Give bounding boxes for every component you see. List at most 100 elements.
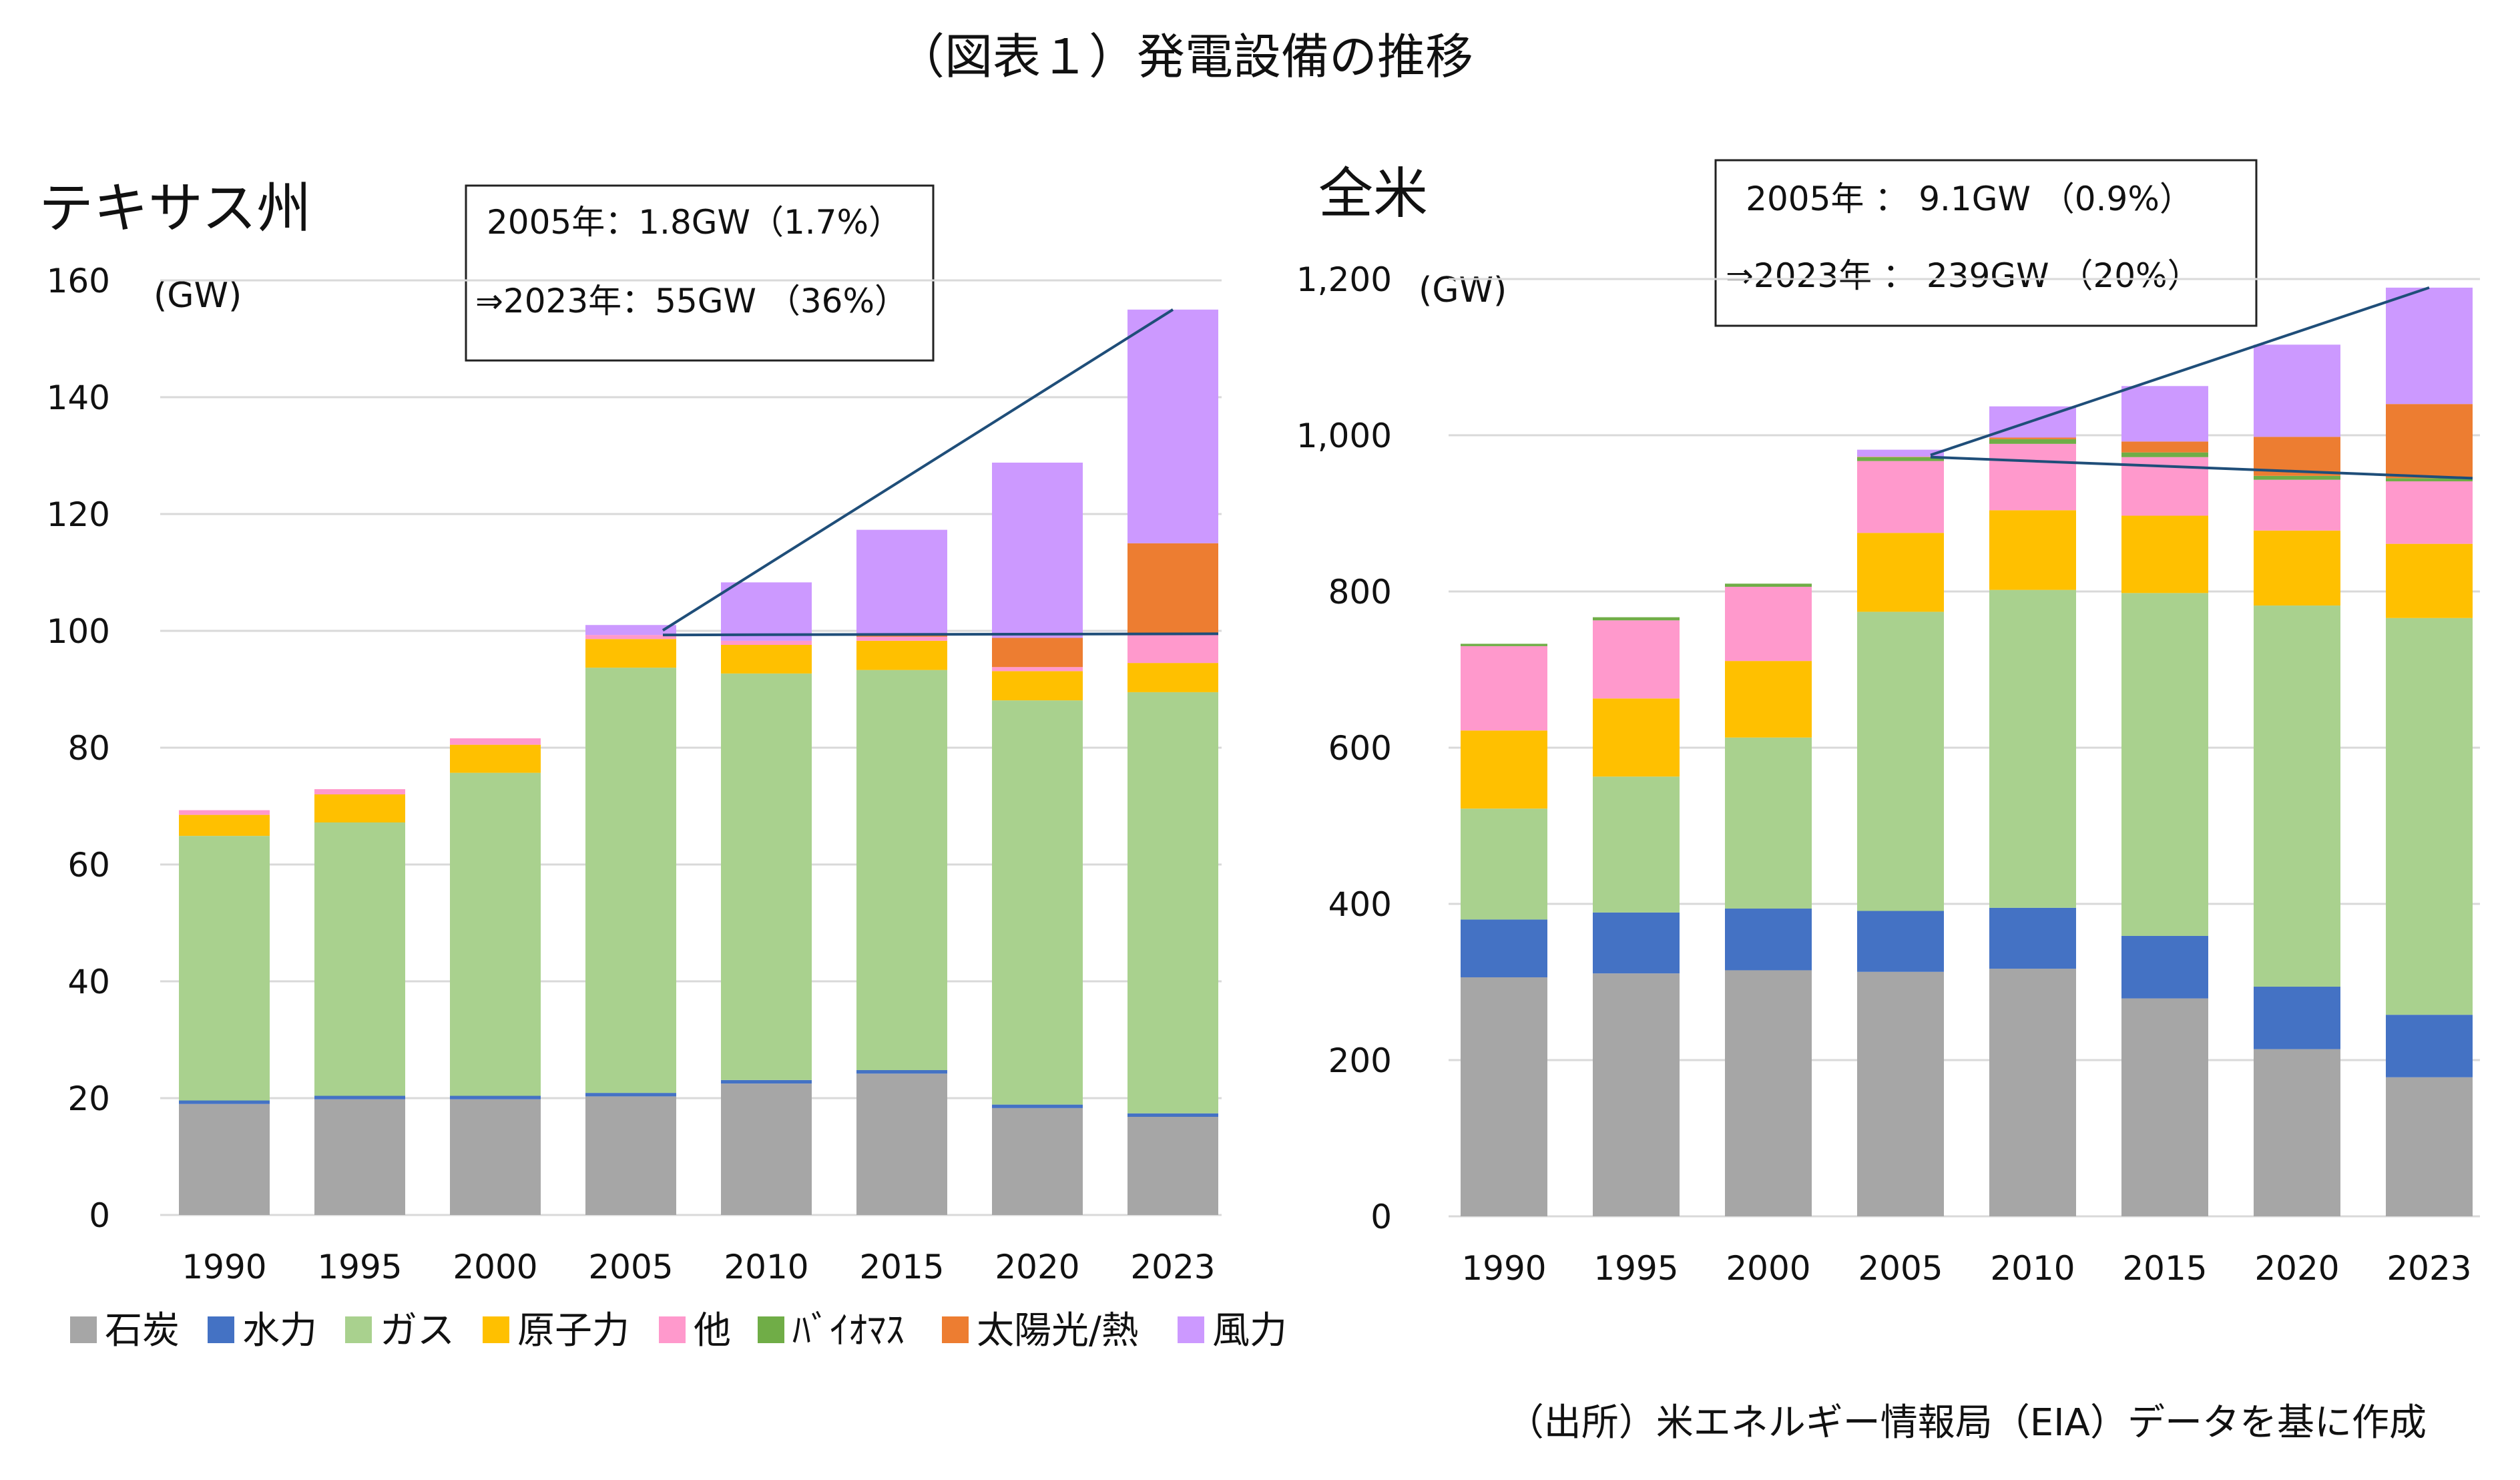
texas-bar-segment xyxy=(1127,663,1218,692)
texas-bar-segment xyxy=(1127,309,1218,543)
us-y-tick-label: 1,200 xyxy=(1296,260,1392,299)
us-bar-segment xyxy=(2254,475,2340,480)
texas-y-tick-label: 160 xyxy=(47,262,110,300)
legend-label: 水力 xyxy=(242,1309,317,1352)
legend-swatch xyxy=(483,1316,509,1343)
texas-bar-segment xyxy=(585,639,676,668)
legend-swatch xyxy=(659,1316,686,1343)
legend-label: 原子力 xyxy=(517,1309,629,1352)
us-bar-segment xyxy=(1857,911,1944,972)
us-x-tick-label: 2020 xyxy=(2254,1249,2339,1288)
us-bar-segment xyxy=(2254,1049,2340,1216)
texas-y-tick-label: 100 xyxy=(47,612,110,651)
us-x-tick-label: 1990 xyxy=(1461,1249,1546,1288)
texas-bar-segment xyxy=(721,1083,812,1215)
us-bar-segment xyxy=(1857,533,1944,612)
us-annotation-line-2: ⇒2023年 ： 239GW （20%） xyxy=(1726,256,2201,295)
us-bar-segment xyxy=(2254,344,2340,437)
us-bar-segment xyxy=(2386,543,2473,618)
chart-us: 全米 (GW) 2005年 ： 9.1GW （0.9%） ⇒2023年 ： 23… xyxy=(1296,159,2480,1288)
us-bar-segment xyxy=(1461,977,1547,1216)
texas-bar-segment xyxy=(179,1103,270,1215)
texas-x-tick-label: 2000 xyxy=(453,1248,537,1286)
legend-label: ガス xyxy=(380,1309,455,1352)
us-bar-segment xyxy=(1989,439,2076,444)
legend-label: ﾊﾞｲｵﾏｽ xyxy=(792,1309,905,1352)
legend-swatch xyxy=(942,1316,969,1343)
texas-bar-segment xyxy=(856,670,947,1070)
texas-trend-line-upper xyxy=(662,308,1174,632)
us-bar-segment xyxy=(2254,605,2340,987)
texas-y-tick-label: 80 xyxy=(67,729,110,768)
us-x-tick-label: 1995 xyxy=(1593,1249,1678,1288)
texas-bar-segment xyxy=(450,738,541,745)
legend: 石炭 水力 ガス 原子力 他 ﾊﾞｲｵﾏｽ 太陽光/熱 風力 xyxy=(70,1309,1287,1352)
us-x-tick-label: 2023 xyxy=(2386,1249,2471,1288)
us-bar-segment xyxy=(1857,461,1944,533)
texas-bar-segment xyxy=(314,822,405,1096)
us-y-tick-label: 600 xyxy=(1328,729,1392,768)
texas-bar-segment xyxy=(992,463,1083,638)
us-bar-segment xyxy=(2386,1015,2473,1077)
texas-annotation-box: 2005年：1.8GW（1.7%） ⇒2023年：55GW （36%） xyxy=(465,184,935,362)
texas-bar-segment xyxy=(450,744,541,773)
texas-y-tick-label: 40 xyxy=(67,963,110,1001)
us-x-tick-label: 2005 xyxy=(1858,1249,1943,1288)
us-annotation-line-1: 2005年 ： 9.1GW （0.9%） xyxy=(1746,180,2193,218)
us-bar-segment xyxy=(1593,776,1680,913)
us-title: 全米 xyxy=(1318,162,1428,226)
us-bar-segment xyxy=(1461,646,1547,731)
texas-bar-segment xyxy=(585,1096,676,1215)
texas-bar-segment xyxy=(992,1104,1083,1108)
texas-x-tick-label: 1995 xyxy=(317,1248,402,1286)
texas-x-tick-label: 2020 xyxy=(995,1248,1079,1286)
us-bar-segment xyxy=(1989,510,2076,590)
texas-bar-segment xyxy=(856,640,947,670)
us-bar-segment xyxy=(2121,935,2208,999)
us-x-tick-label: 2010 xyxy=(1990,1249,2075,1288)
us-bar-segment xyxy=(1461,919,1547,977)
us-bar-segment xyxy=(2121,515,2208,593)
texas-bar-segment xyxy=(314,789,405,794)
us-bar-segment xyxy=(2254,987,2340,1049)
us-unit-label: (GW) xyxy=(1419,270,1507,310)
texas-bar-segment xyxy=(179,836,270,1101)
texas-bar-segment xyxy=(856,1073,947,1215)
texas-bar-segment xyxy=(585,635,676,640)
legend-swatch xyxy=(1178,1316,1204,1343)
us-bar-segment xyxy=(1461,730,1547,809)
legend-label: 風力 xyxy=(1212,1309,1287,1352)
us-bar-segment xyxy=(1857,971,1944,1216)
texas-y-tick-label: 140 xyxy=(47,379,110,417)
texas-bar-segment xyxy=(721,640,812,645)
us-y-tick-label: 800 xyxy=(1328,573,1392,611)
texas-x-tick-label: 2005 xyxy=(588,1248,673,1286)
us-bar-segment xyxy=(1857,611,1944,911)
us-bar-segment xyxy=(2386,481,2473,544)
us-y-tick-label: 1,000 xyxy=(1296,417,1392,455)
us-bar-segment xyxy=(2121,593,2208,936)
us-bar-segment xyxy=(1857,457,1944,461)
texas-bar-segment xyxy=(721,673,812,1080)
us-bar-segment xyxy=(2121,998,2208,1216)
us-x-tick-label: 2015 xyxy=(2122,1249,2207,1288)
us-bar-segment xyxy=(1593,698,1680,777)
texas-x-tick-label: 2010 xyxy=(724,1248,808,1286)
texas-bar-segment xyxy=(314,794,405,822)
chart-texas: テキサス州 (GW) 2005年：1.8GW（1.7%） ⇒2023年：55GW… xyxy=(39,177,1222,1286)
texas-bar-segment xyxy=(992,700,1083,1105)
us-bar-segment xyxy=(1593,620,1680,699)
texas-bar-segment xyxy=(721,1079,812,1084)
texas-x-tick-label: 2023 xyxy=(1130,1248,1215,1286)
texas-y-tick-label: 120 xyxy=(47,495,110,534)
texas-bar-segment xyxy=(992,667,1083,672)
texas-bar-segment xyxy=(992,1107,1083,1215)
texas-bar-segment xyxy=(314,1095,405,1099)
texas-bar-segment xyxy=(856,636,947,641)
us-bar-segment xyxy=(1461,644,1547,646)
source-note: （出所）米エネルギー情報局（EIA）データを基に作成 xyxy=(1507,1401,2427,1445)
us-bar-segment xyxy=(1725,970,1812,1216)
texas-annotation-line-2: ⇒2023年：55GW （36%） xyxy=(475,282,908,320)
us-trend-line-upper xyxy=(1930,286,2430,457)
